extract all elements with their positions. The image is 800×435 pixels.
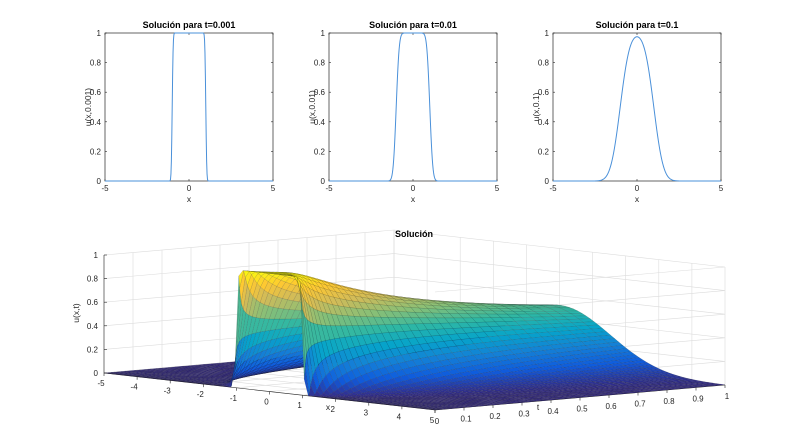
subplot-title: Solución para t=0.1 <box>596 20 679 30</box>
x-tick-label: -1 <box>230 394 238 403</box>
series-line <box>329 32 497 182</box>
x-tick-label: -4 <box>131 383 139 392</box>
z-tick-label: 0.2 <box>87 345 99 354</box>
x-tick-label: -2 <box>197 390 205 399</box>
x-tick-label: 5 <box>495 184 500 193</box>
x-ticks: -5 0 5 <box>549 33 724 193</box>
ticks-3d: 00.20.40.60.81-5 -4 -3 -2 -1 0 1 2 3 4 5 0 0.1 0.2 0.3… <box>87 251 730 426</box>
z-tick-label: 0 <box>94 369 99 378</box>
x-tick-label: 0 <box>411 184 416 193</box>
y-tick-label: 0 <box>321 177 326 186</box>
y-tick-label: 0.2 <box>538 147 550 156</box>
y-tick-label: 0 <box>97 177 102 186</box>
x-tick-label: 0 <box>635 184 640 193</box>
y-tick-label: 0.2 <box>314 147 326 156</box>
z-tick-label: 1 <box>94 251 99 260</box>
x-tick-label: 5 <box>271 184 276 193</box>
t-tick-label: 0.5 <box>576 405 588 414</box>
surface-plot: 00.20.40.60.81-5 -4 -3 -2 -1 0 1 2 3 4 5 0 0.1 0.2 0.3… <box>71 229 730 426</box>
subplot-title: Solución para t=0.01 <box>369 20 457 30</box>
y-ticks: 0 0.2 0.4 0.6 0.8 1 <box>90 29 273 186</box>
x-tick-label: 2 <box>330 405 335 414</box>
y-tick-label: 0.8 <box>90 59 102 68</box>
t-axis-label: t <box>537 402 540 412</box>
subplot-2: 00.20.40.60.81 -5 0 5 Solución para t=0.01… <box>307 20 500 204</box>
y-tick-label: 0 <box>545 177 550 186</box>
y-tick-label: 0.6 <box>538 88 550 97</box>
z-tick-label: 0.6 <box>87 298 99 307</box>
y-tick-label: 1 <box>321 29 326 38</box>
t-tick-label: 1 <box>725 392 730 401</box>
z-tick-label: 0.4 <box>87 322 99 331</box>
y-tick-label: 0.6 <box>90 88 102 97</box>
t-tick-label: 0.4 <box>547 407 559 416</box>
y-tick-label: 0.4 <box>314 118 326 127</box>
x-tick-label: 5 <box>430 416 435 425</box>
x-tick-label: -5 <box>549 184 557 193</box>
y-tick-label: 0.8 <box>314 59 326 68</box>
y-axis-label: u(x,0.1) <box>531 92 541 121</box>
x-tick-label: 0 <box>187 184 192 193</box>
subplot-3: 00.20.40.60.81 -5 0 5 Solución para t=0.1 … <box>531 20 724 204</box>
t-tick-label: 0.8 <box>663 397 675 406</box>
series-line <box>105 32 273 182</box>
x-axis-label: x <box>326 402 331 412</box>
subplot-title: Solución para t=0.001 <box>143 20 236 30</box>
y-tick-label: 0.2 <box>90 147 102 156</box>
y-tick-label: 0.6 <box>314 88 326 97</box>
t-tick-label: 0 <box>435 417 440 426</box>
surface-title: Solución <box>395 229 433 239</box>
surface-patch <box>430 409 436 411</box>
x-tick-label: -5 <box>325 184 333 193</box>
t-tick-label: 0.9 <box>692 395 704 404</box>
y-axis-label: u(x,0.01) <box>307 90 317 124</box>
t-tick-label: 0.2 <box>489 412 501 421</box>
axes-box <box>328 32 498 182</box>
y-axis-label: u(x,0.001) <box>83 88 93 126</box>
axes-box <box>552 32 722 182</box>
x-tick-label: 4 <box>397 412 402 421</box>
y-tick-label: 1 <box>97 29 102 38</box>
z-tick-label: 0.8 <box>87 275 99 284</box>
x-tick-label: -3 <box>164 386 172 395</box>
y-tick-label: 0.8 <box>538 59 550 68</box>
t-tick-label: 0.6 <box>605 402 617 411</box>
x-axis-label: x <box>411 194 416 204</box>
t-tick-label: 0.7 <box>634 400 646 409</box>
y-tick-label: 0.4 <box>538 118 550 127</box>
y-tick-label: 0.4 <box>90 118 102 127</box>
x-axis-label: x <box>635 194 640 204</box>
series-line <box>553 36 721 182</box>
subplot-1: 00.20.40.60.81 -5 0 5 Solución para t=0.00… <box>83 20 276 204</box>
axes-box <box>104 32 274 182</box>
x-tick-label: -5 <box>97 379 105 388</box>
x-tick-label: 0 <box>264 398 269 407</box>
y-tick-label: 1 <box>545 29 550 38</box>
x-tick-label: 3 <box>364 409 369 418</box>
surface-mesh <box>103 270 726 411</box>
x-tick-label: -5 <box>101 184 109 193</box>
x-tick-label: 5 <box>719 184 724 193</box>
t-tick-label: 0.1 <box>460 415 472 424</box>
x-axis-label: x <box>187 194 192 204</box>
z-axis-label: u(x,t) <box>71 303 81 323</box>
t-tick-label: 0.3 <box>518 410 530 419</box>
x-tick-label: 1 <box>297 401 302 410</box>
